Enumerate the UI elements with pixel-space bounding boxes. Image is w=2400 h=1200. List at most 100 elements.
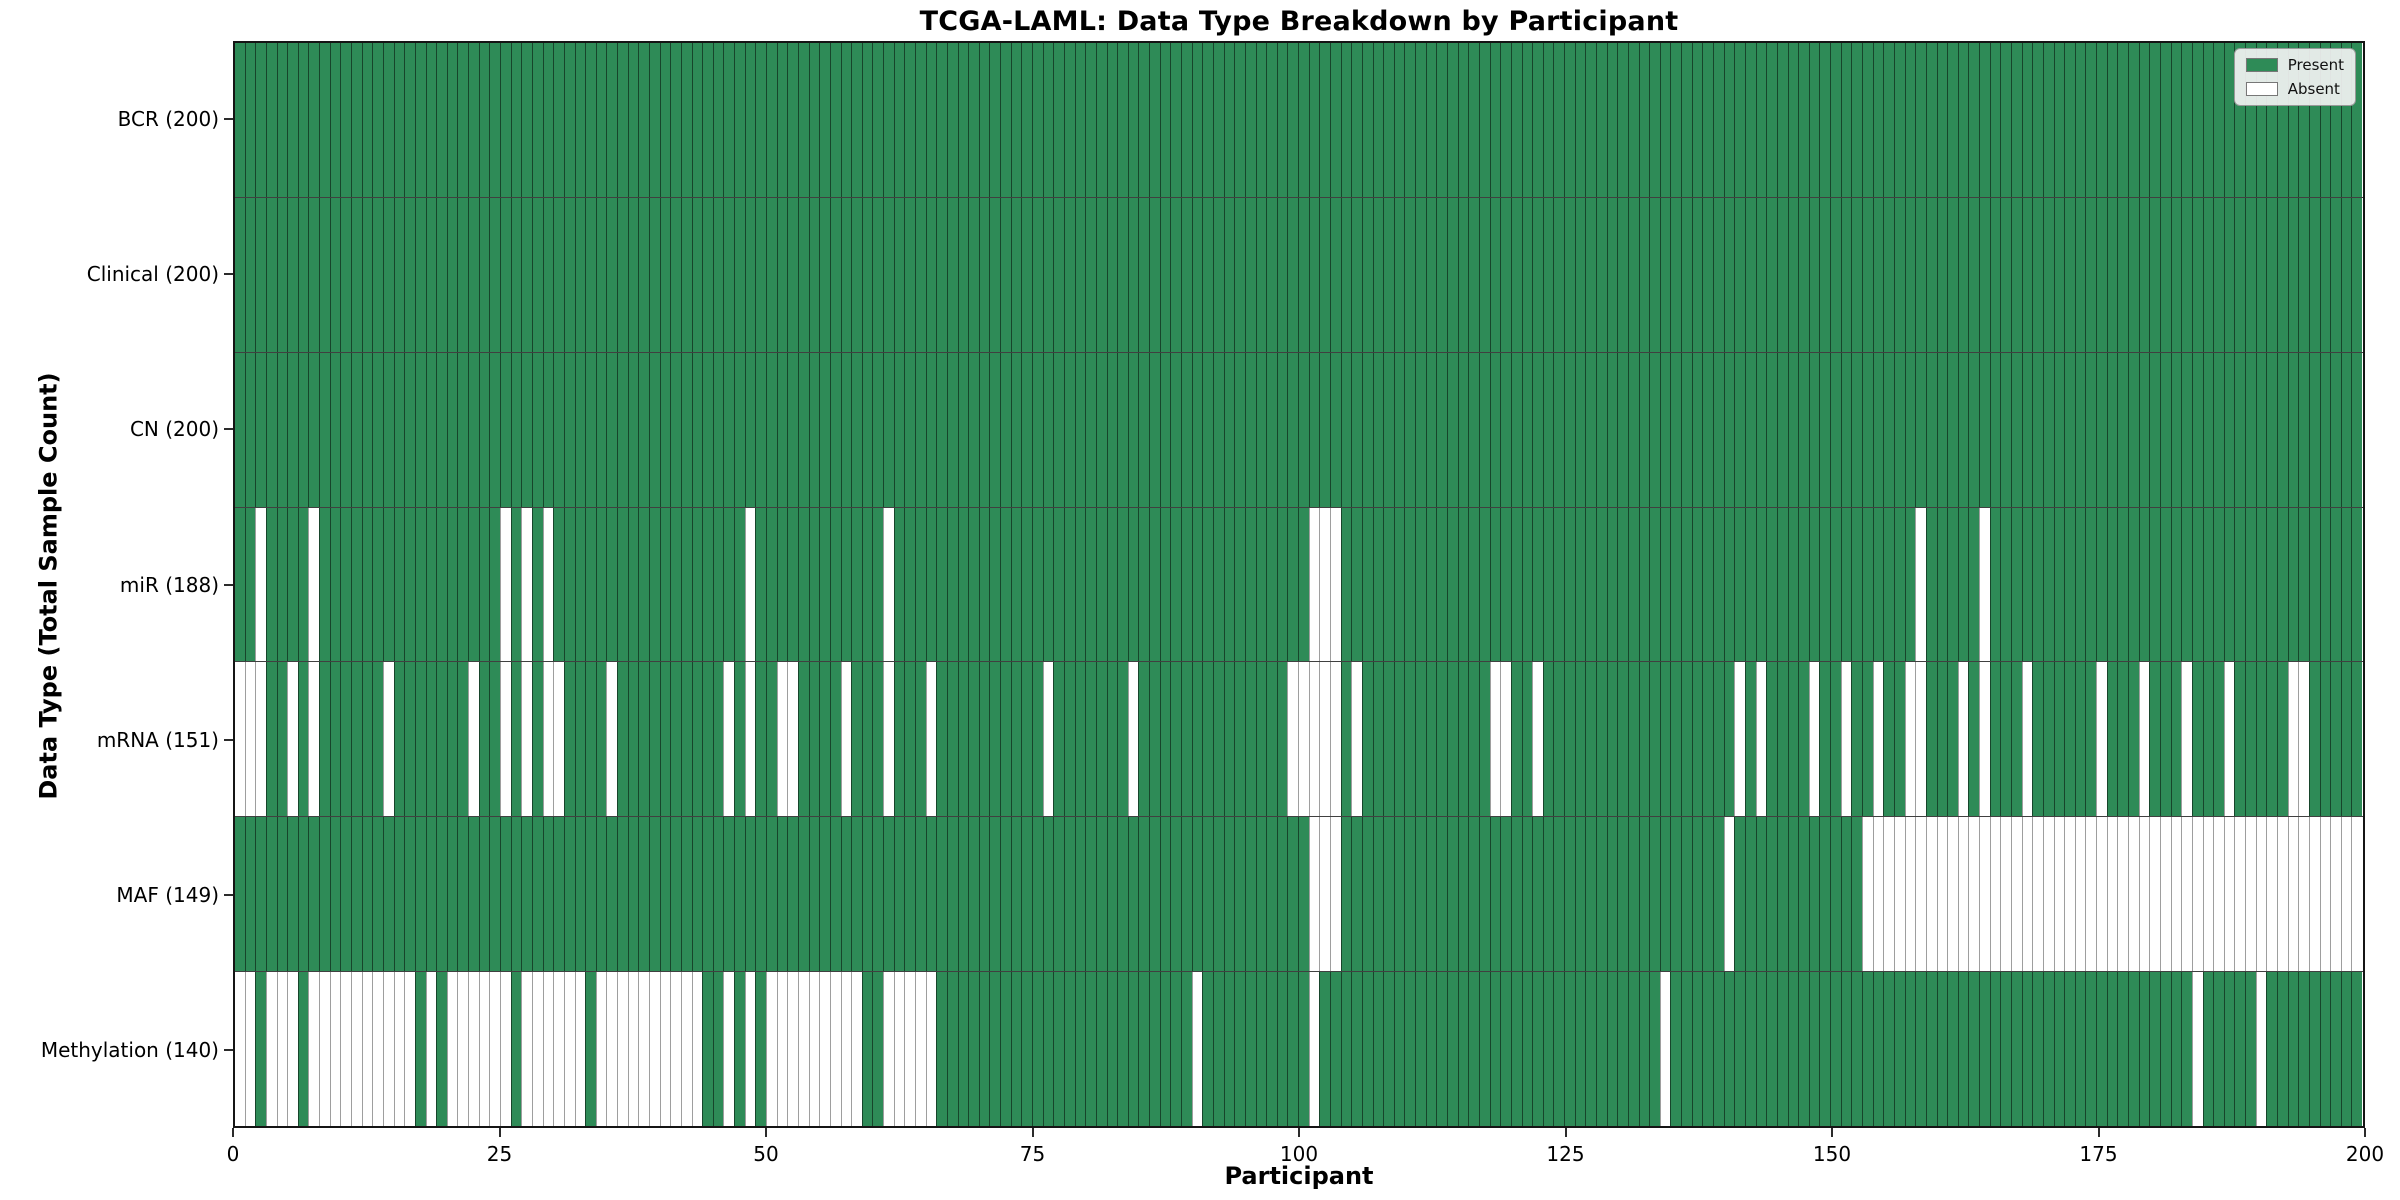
heatmap-cell [2319,972,2331,1127]
heatmap-cell [2064,662,2075,817]
heatmap-cell [755,662,767,817]
heatmap-cell [2074,43,2086,197]
heatmap-cell [1478,817,1490,972]
heatmap-cell [1915,817,1926,972]
heatmap-cell [1436,352,1448,507]
heatmap-cell [1415,352,1426,507]
heatmap-cell [2106,972,2118,1127]
heatmap-cell [531,817,543,972]
heatmap-cell [235,507,245,662]
heatmap-cell [1436,507,1448,662]
x-tick-label-75: 75 [1019,1142,1046,1166]
heatmap-cell [861,507,873,662]
heatmap-cell [1255,197,1267,352]
heatmap-cell [1713,197,1724,352]
heatmap-cell [297,507,309,662]
heatmap-cell [734,197,745,352]
heatmap-cell [904,507,915,662]
heatmap-cell [1670,197,1682,352]
heatmap-cell [478,817,490,972]
heatmap-cell [946,507,958,662]
heatmap-cell [425,43,437,197]
heatmap-cell [1702,662,1714,817]
plot-wrap: Present Absent BCR (200) Clinical (200) CN… [41,41,2384,1166]
heatmap-cell [1872,507,1884,662]
heatmap-cell [393,662,405,817]
heatmap-cell [2245,662,2256,817]
heatmap-cell [2117,507,2129,662]
heatmap-cell [393,43,405,197]
heatmap-cell [1329,972,1341,1127]
heatmap-cell [1159,662,1171,817]
heatmap-cell [638,507,649,662]
heatmap-cell [1872,352,1884,507]
heatmap-cell [1989,972,2001,1127]
heatmap-cell [1798,817,1809,972]
heatmap-cell [2032,507,2043,662]
heatmap-cell [1734,817,1745,972]
heatmap-cell [563,197,575,352]
heatmap-cell [1223,662,1235,817]
heatmap-cell [1979,352,1990,507]
heatmap-cell [2234,972,2246,1127]
heatmap-cell [457,352,469,507]
heatmap-cell [1989,507,2001,662]
heatmap-cell [2234,507,2246,662]
heatmap-cell [1095,507,1107,662]
heatmap-cell [1298,352,1309,507]
heatmap-cell [734,662,745,817]
heatmap-cell [1478,352,1490,507]
heatmap-cell [1361,507,1373,662]
heatmap-cell [904,817,915,972]
heatmap-cell [436,352,447,507]
heatmap-cell [446,197,458,352]
heatmap-cell [1585,817,1596,972]
heatmap-cell [734,817,745,972]
heatmap-cell [1478,43,1490,197]
heatmap-cell [1713,352,1724,507]
heatmap-cell [276,197,288,352]
heatmap-cell [946,662,958,817]
heatmap-cell [1404,197,1416,352]
legend: Present Absent [2233,48,2356,106]
heatmap-cell [2096,507,2107,662]
heatmap-cell [744,972,756,1127]
heatmap-cell [2319,817,2331,972]
heatmap-cell [840,507,852,662]
heatmap-cell [2117,43,2129,197]
heatmap-cell [521,43,532,197]
heatmap-cell [2159,972,2171,1127]
heatmap-cell [1627,197,1639,352]
heatmap-cell [1968,197,1980,352]
heatmap-cell [648,662,660,817]
heatmap-cell [319,662,330,817]
heatmap-cell [2319,352,2331,507]
heatmap-cell [1670,662,1682,817]
heatmap-cell [1808,352,1820,507]
heatmap-cell [627,352,639,507]
x-tick-label-175: 175 [2079,1142,2118,1166]
heatmap-cell [1723,817,1735,972]
heatmap-cell [2021,197,2033,352]
heatmap-cell [861,352,873,507]
heatmap-cell [1170,352,1182,507]
heatmap-cell [1393,507,1405,662]
heatmap-cell [1787,507,1799,662]
heatmap-cell [1181,817,1192,972]
heatmap-cell [702,43,713,197]
heatmap-cell [1713,507,1724,662]
heatmap-cell [1085,197,1096,352]
heatmap-cell [1000,817,1011,972]
heatmap-cell [861,43,873,197]
heatmap-cell [2085,197,2097,352]
heatmap-cell [2202,197,2214,352]
heatmap-cell [585,43,596,197]
heatmap-cell [1361,352,1373,507]
heatmap-cell [2085,352,2097,507]
heatmap-cell [1830,197,1841,352]
heatmap-cell [382,817,394,972]
heatmap-cell [489,662,501,817]
heatmap-cell [1723,972,1735,1127]
heatmap-cell [1681,197,1692,352]
heatmap-cell [2149,662,2160,817]
